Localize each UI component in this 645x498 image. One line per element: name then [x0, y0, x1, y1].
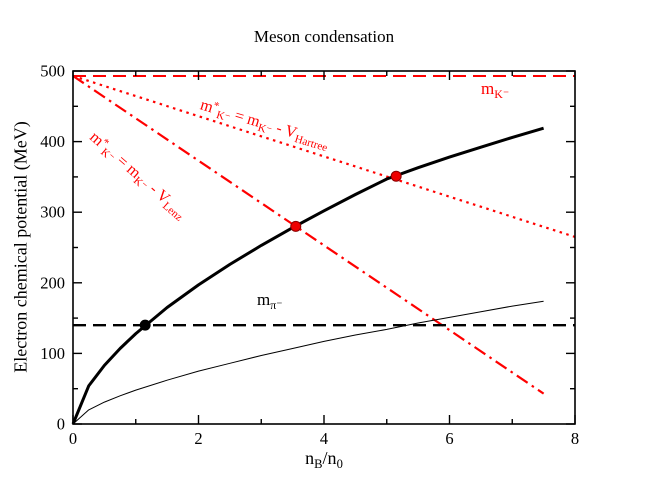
pion-mass-label: mπ⁻ [257, 290, 283, 312]
y-tick-label: 300 [40, 203, 65, 222]
x-tick-label: 6 [445, 429, 453, 448]
y-tick-label: 500 [40, 62, 65, 81]
data-point-marker [139, 319, 151, 331]
chart-title: Meson condensation [253, 27, 395, 46]
electron-chemical-potential-thick-curve [71, 126, 545, 425]
electron-chemical-potential-thin-curve [72, 300, 544, 425]
y-tick-label: 100 [40, 344, 65, 363]
kaon-mass-label: mK⁻ [481, 79, 510, 101]
y-tick-label: 200 [40, 273, 65, 292]
data-point-marker [390, 170, 402, 182]
x-tick-label: 0 [69, 429, 77, 448]
y-tick-label: 400 [40, 132, 65, 151]
axes-frame [72, 70, 576, 425]
x-axis-title: nB/n0 [305, 448, 343, 472]
x-tick-label: 2 [194, 429, 202, 448]
y-tick-label: 0 [57, 415, 65, 434]
y-axis-title: Electron chemical potential (MeV) [10, 121, 31, 373]
x-tick-label: 4 [320, 429, 328, 448]
data-point-marker [290, 220, 302, 232]
x-tick-label: 8 [571, 429, 579, 448]
kaon-effective-mass-lenz-line [72, 75, 545, 395]
